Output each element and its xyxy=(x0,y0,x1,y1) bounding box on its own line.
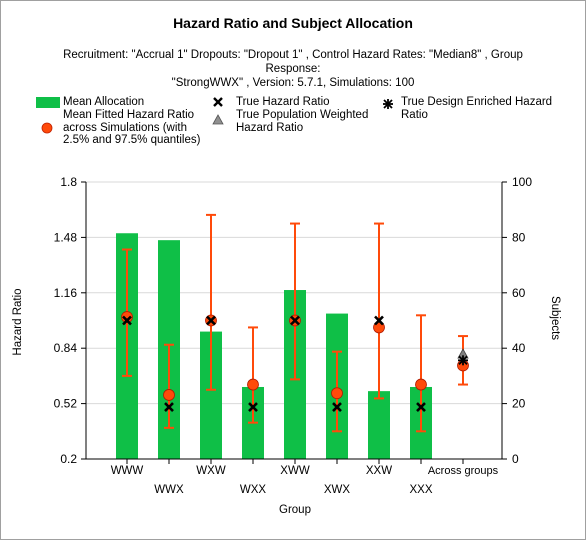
x-tick-label: WWW xyxy=(111,465,144,477)
fitted-hr-point xyxy=(415,378,427,391)
error-bar xyxy=(374,222,384,400)
markers xyxy=(121,311,469,412)
subtitle-line-2: "StrongWWX" , Version: 5.7.1, Simulation… xyxy=(171,77,415,89)
y2-tick-label: 100 xyxy=(512,175,532,189)
legend-label-fitted-hr: Mean Fitted Hazard Ratio across Simulati… xyxy=(63,109,201,146)
fitted-hr-point xyxy=(121,311,133,323)
axes: 0.2 0.52 0.84 1.16 1.48 1.8 0 20 40 60 80 100 WWW WWX… xyxy=(54,175,533,496)
true-hr-point xyxy=(290,315,300,326)
chart-subtitle: Recruitment: "Accrual 1" Dropouts: "Drop… xyxy=(40,48,546,90)
legend-swatch-true-hr xyxy=(213,97,223,107)
legend-label-design-enriched-hr: True Design Enriched Hazard Ratio xyxy=(401,96,553,121)
true-hr-point xyxy=(374,315,384,326)
legend-symbols xyxy=(36,97,393,134)
bars xyxy=(116,233,432,459)
y-tick-label: 0.84 xyxy=(54,341,78,355)
y2-tick-label: 0 xyxy=(512,452,519,466)
x-tick-label: XWW xyxy=(280,465,310,477)
legend-label-true-hr: True Hazard Ratio xyxy=(236,96,330,108)
y-tick-label: 1.48 xyxy=(54,230,78,244)
y2-tick-label: 40 xyxy=(512,341,526,355)
x-tick-label: XXX xyxy=(409,484,432,496)
bar xyxy=(200,331,222,459)
true-hr-point xyxy=(332,402,342,412)
error-bars xyxy=(122,213,468,433)
fitted-hr-point xyxy=(247,378,259,391)
true-hr-point xyxy=(164,402,174,412)
x-tick-label: WXX xyxy=(240,484,267,496)
true-hr-point xyxy=(206,315,216,326)
x-tick-label: XXW xyxy=(366,465,392,477)
legend-label-pop-weighted-hr: True Population Weighted Hazard Ratio xyxy=(236,109,369,134)
legend-label-mean-allocation: Mean Allocation xyxy=(63,96,145,108)
legend-swatch-fitted-hr xyxy=(41,122,53,134)
error-bar xyxy=(290,222,300,381)
y-tick-label: 1.8 xyxy=(60,175,77,189)
y-axis-label: Hazard Ratio xyxy=(12,288,24,356)
y-tick-label: 1.16 xyxy=(54,286,78,300)
legend-swatch-pop-weighted-hr xyxy=(212,114,224,125)
x-tick-label: Across groups xyxy=(428,465,499,477)
error-bar xyxy=(206,213,216,391)
y2-axis-label: Subjects xyxy=(549,295,561,341)
chart-title: Hazard Ratio and Subject Allocation xyxy=(173,15,413,31)
error-bar xyxy=(164,343,174,429)
y-tick-label: 0.52 xyxy=(54,397,78,411)
y2-tick-label: 80 xyxy=(512,230,526,244)
true-hr-point xyxy=(248,402,258,412)
legend-swatch-mean-allocation xyxy=(36,97,60,108)
x-tick-label: WXW xyxy=(196,465,226,477)
true-hr-point xyxy=(416,402,426,412)
x-tick-label: WWX xyxy=(154,484,184,496)
y2-tick-label: 60 xyxy=(512,286,526,300)
true-hr-point xyxy=(122,315,132,326)
fitted-hr-point xyxy=(163,389,175,401)
x-axis-label: Group xyxy=(279,504,311,516)
subtitle-line-1: Recruitment: "Accrual 1" Dropouts: "Drop… xyxy=(63,49,523,75)
legend-swatch-design-enriched-hr xyxy=(383,99,393,109)
y2-tick-label: 20 xyxy=(512,397,526,411)
fitted-hr-point xyxy=(331,387,343,400)
y-tick-label: 0.2 xyxy=(60,452,77,466)
design-enriched-hr-point xyxy=(458,355,468,366)
bar xyxy=(368,391,390,459)
error-bar xyxy=(416,314,426,433)
x-tick-label: XWX xyxy=(324,484,351,496)
